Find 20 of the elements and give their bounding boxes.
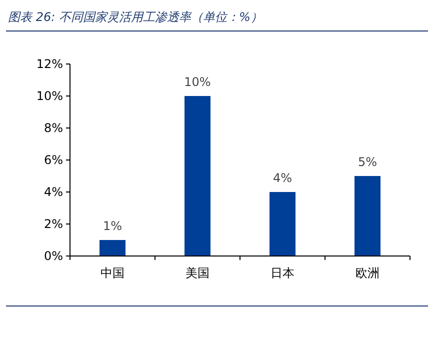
bar [270,192,296,256]
data-label: 5% [358,155,378,169]
x-tick-label: 美国 [186,266,210,280]
x-tick-label: 欧洲 [356,266,380,280]
y-tick-label: 6% [44,153,63,167]
data-label: 1% [102,219,122,233]
data-label: 10% [184,75,211,89]
x-tick-label: 中国 [100,266,124,280]
y-tick-label: 8% [44,121,63,135]
y-tick-label: 4% [44,185,63,199]
bar [184,96,210,256]
data-label: 4% [272,171,292,185]
x-tick-label: 日本 [270,266,294,280]
chart-title: 图表 26: 不同国家灵活用工渗透率（单位：%） [8,10,262,24]
y-tick-label: 2% [44,217,63,231]
bar [100,240,126,256]
y-tick-label: 0% [44,249,63,263]
y-tick-label: 12% [36,57,63,71]
y-tick-label: 10% [36,89,63,103]
bar [354,176,380,256]
